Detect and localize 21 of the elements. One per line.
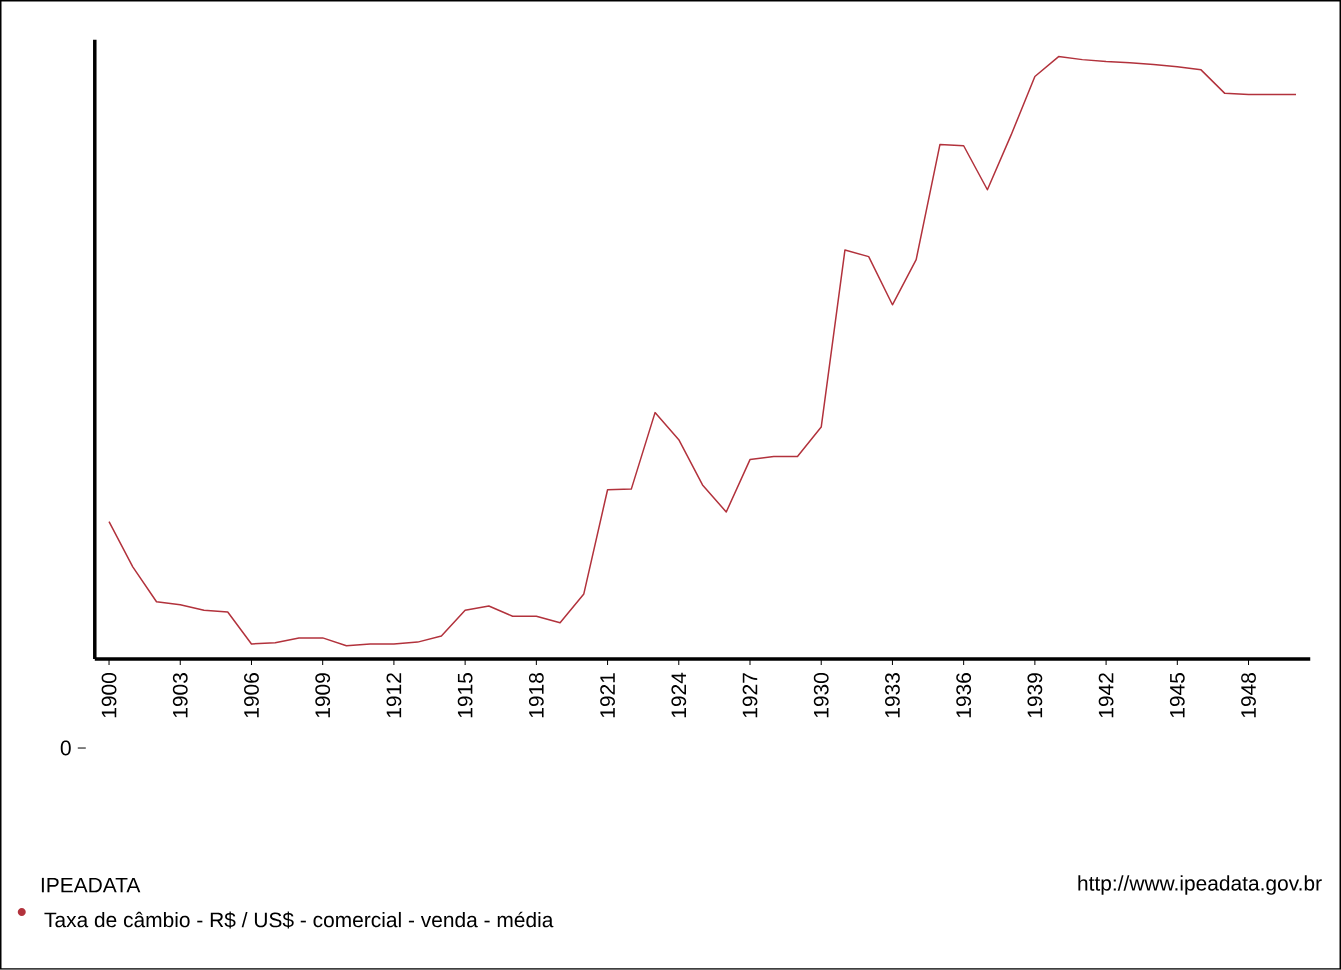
x-tick-label: 1903 bbox=[172, 673, 188, 718]
x-tick-label: 1906 bbox=[244, 673, 259, 718]
x-tick-label: 1912 bbox=[386, 673, 402, 718]
x-tick-label: 1900 bbox=[101, 673, 117, 718]
x-tick-label: 1921 bbox=[600, 673, 615, 718]
x-tick-label: 1930 bbox=[813, 673, 829, 718]
x-tick-label: 1933 bbox=[885, 673, 900, 718]
legend-label: Taxa de câmbio - R$ / US$ - comercial - venda - média bbox=[44, 911, 554, 929]
x-tick-label: 1942 bbox=[1098, 673, 1114, 718]
x-tick-label: 1918 bbox=[528, 673, 544, 718]
x-tick-label: 1939 bbox=[1027, 673, 1043, 718]
x-tick-label: 1936 bbox=[956, 673, 972, 718]
x-tick-label: 1924 bbox=[671, 672, 687, 718]
x-tick-label: 1948 bbox=[1241, 673, 1256, 718]
x-tick-label: 1909 bbox=[315, 673, 331, 718]
x-tick-label: 1915 bbox=[457, 673, 473, 718]
x-tick-label: 1927 bbox=[742, 673, 758, 718]
text: 0 bbox=[60, 740, 71, 756]
x-tick-label: 1945 bbox=[1169, 673, 1185, 718]
text: http://www.ipeadata.gov.br bbox=[1078, 875, 1322, 895]
legend-title: IPEADATA bbox=[41, 877, 141, 893]
